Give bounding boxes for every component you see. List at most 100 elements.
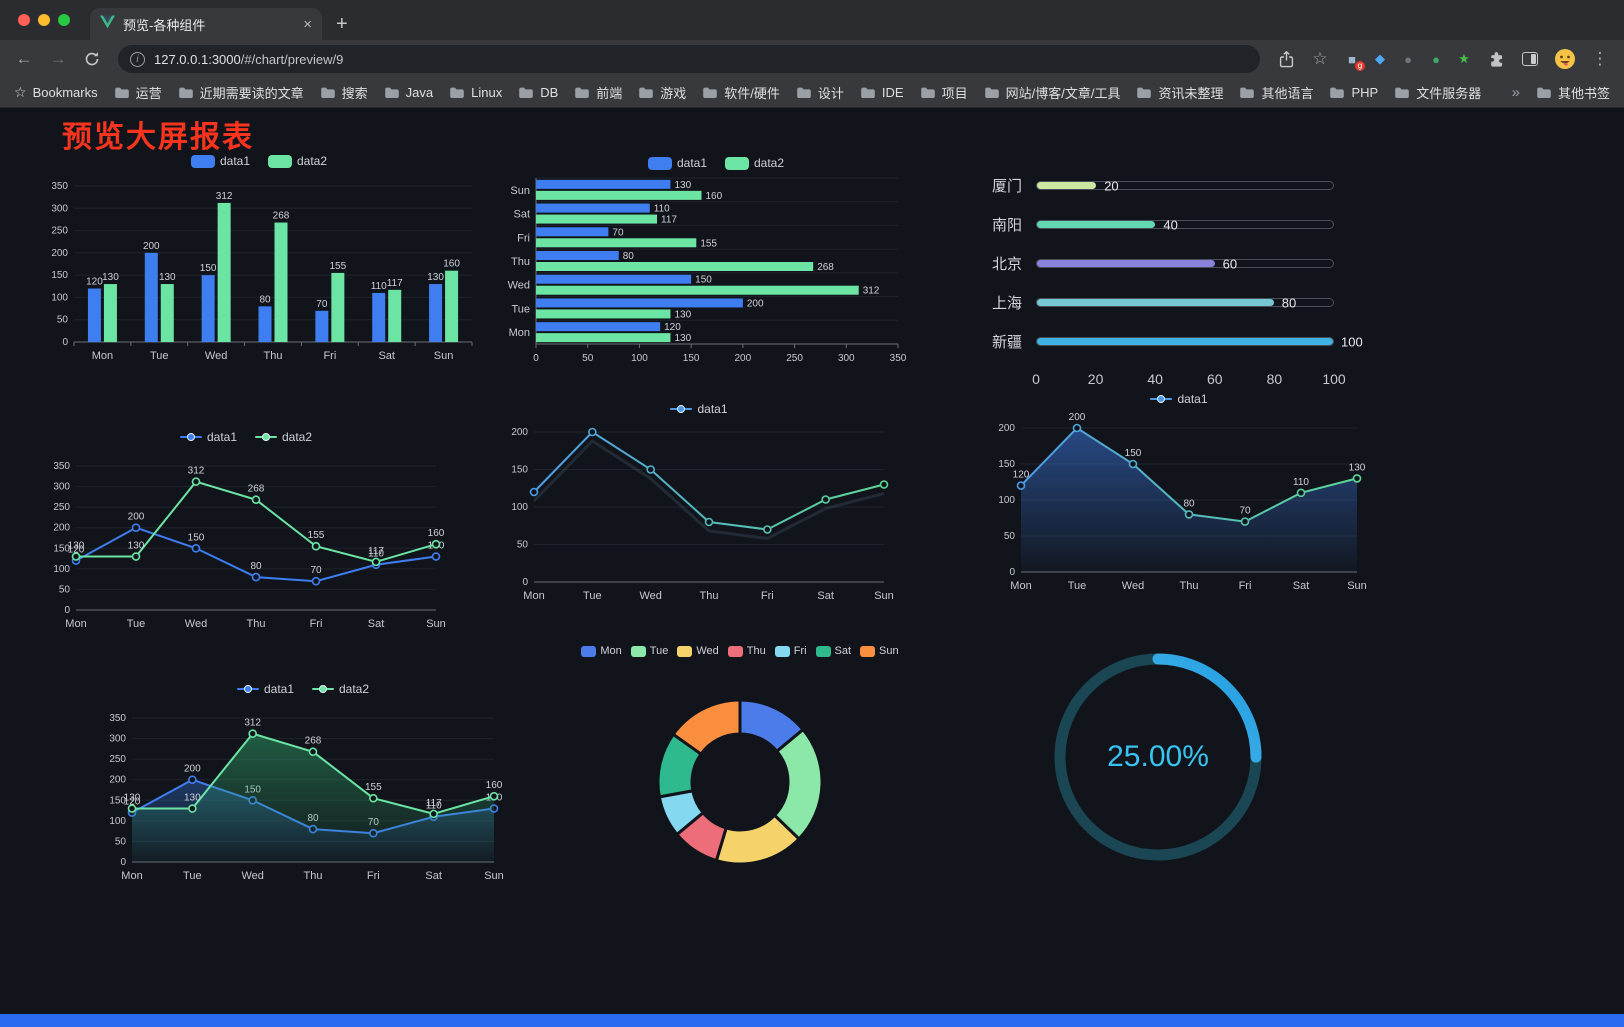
bookmark-folder-label: 搜索 bbox=[341, 86, 368, 101]
legend-item[interactable]: Thu bbox=[727, 645, 766, 657]
legend-item[interactable]: data2 bbox=[268, 154, 327, 168]
profile-avatar[interactable] bbox=[1554, 48, 1576, 70]
legend-item[interactable]: data1 bbox=[647, 156, 707, 170]
bookmark-folder-item[interactable]: 运营 bbox=[114, 83, 162, 102]
folder-icon bbox=[384, 87, 399, 98]
window-close-button[interactable] bbox=[18, 14, 30, 26]
share-icon[interactable] bbox=[1272, 45, 1300, 73]
browser-tab[interactable]: 预览-各种组件 × bbox=[90, 8, 322, 40]
legend-item[interactable]: data1 bbox=[236, 682, 294, 696]
legend-item[interactable]: data2 bbox=[255, 430, 312, 444]
svg-text:Wed: Wed bbox=[241, 870, 263, 882]
rank-value: 100 bbox=[1341, 334, 1363, 349]
bookmarks-home-item[interactable]: ☆ Bookmarks bbox=[14, 84, 98, 101]
bookmark-star-icon[interactable]: ☆ bbox=[1312, 49, 1328, 68]
other-bookmarks-item[interactable]: 其他书签 bbox=[1536, 83, 1610, 102]
legend-item[interactable]: Tue bbox=[630, 645, 668, 657]
rank-track: 80 bbox=[1036, 295, 1334, 310]
area-chart-panel: data1 0 50 100 150 200 Mon Tue Wed Thu Fri Sat Sun 12… bbox=[985, 388, 1373, 600]
bookmark-folder-item[interactable]: Linux bbox=[449, 85, 502, 100]
new-tab-button[interactable]: + bbox=[336, 13, 348, 35]
browser-toolbar: ← → i 127.0.0.1:3000/#/chart/preview/9 ☆… bbox=[0, 40, 1624, 78]
rank-track: 20 bbox=[1036, 178, 1334, 193]
svg-text:300: 300 bbox=[51, 203, 68, 214]
bookmark-folder-item[interactable]: 搜索 bbox=[320, 83, 368, 102]
window-zoom-button[interactable] bbox=[58, 14, 70, 26]
bookmark-folder-item[interactable]: 其他语言 bbox=[1239, 83, 1313, 102]
legend-item[interactable]: data1 bbox=[179, 430, 237, 444]
side-panel-icon[interactable] bbox=[1522, 52, 1538, 66]
legend-item[interactable]: Fri bbox=[774, 645, 807, 657]
tab-close-icon[interactable]: × bbox=[303, 15, 312, 33]
bookmark-folder-item[interactable]: 网站/博客/文章/工具 bbox=[984, 83, 1120, 102]
legend-item[interactable]: data1 bbox=[1150, 392, 1208, 406]
rank-value: 20 bbox=[1104, 178, 1119, 193]
legend-item[interactable]: data2 bbox=[725, 156, 784, 170]
reload-button[interactable] bbox=[78, 45, 106, 73]
svg-text:200: 200 bbox=[143, 241, 160, 252]
svg-text:Tue: Tue bbox=[150, 350, 169, 362]
legend-item[interactable]: Sat bbox=[815, 645, 851, 657]
bookmark-folder-item[interactable]: 软件/硬件 bbox=[702, 83, 780, 102]
rank-row: 南阳 40 bbox=[992, 205, 1334, 244]
single-line-chart-panel: data1 0 50 100 150 200 Mon Tue Wed Thu Fri Sat Sun bbox=[498, 398, 900, 610]
svg-text:150: 150 bbox=[998, 459, 1015, 470]
area-line-chart-panel: data1 data2 0 50 100 150 200 250 300 350 Mon Tue Wed… bbox=[96, 678, 510, 890]
extensions-puzzle-icon[interactable] bbox=[1482, 45, 1510, 73]
legend-item[interactable]: Sun bbox=[860, 645, 899, 657]
bookmark-folder-item[interactable]: IDE bbox=[860, 85, 904, 100]
site-info-icon[interactable]: i bbox=[130, 51, 145, 67]
legend-item[interactable]: Wed bbox=[677, 645, 719, 657]
bookmark-folder-item[interactable]: 文件服务器 bbox=[1394, 83, 1481, 102]
window-minimize-button[interactable] bbox=[38, 14, 50, 26]
tab-favicon bbox=[100, 14, 115, 34]
svg-text:312: 312 bbox=[216, 191, 233, 202]
legend-item[interactable]: data1 bbox=[190, 154, 250, 168]
bookmarks-overflow-chevron[interactable]: » bbox=[1511, 84, 1520, 101]
svg-text:70: 70 bbox=[310, 565, 322, 576]
svg-text:Thu: Thu bbox=[700, 590, 719, 602]
legend-swatch bbox=[670, 404, 693, 414]
green-circle-extension-icon[interactable]: ● bbox=[1424, 47, 1448, 71]
chart-legend: data1 bbox=[985, 388, 1373, 410]
grouped-bar-chart-panel: data1 data2 0 50 100 150 200 250 300 350 Mon Tue Wed… bbox=[38, 150, 480, 368]
globe-extension-icon[interactable]: ● bbox=[1396, 47, 1420, 71]
rank-fill-bar bbox=[1037, 260, 1215, 267]
svg-text:110: 110 bbox=[654, 204, 670, 215]
legend-item[interactable]: data2 bbox=[312, 682, 369, 696]
svg-text:268: 268 bbox=[305, 736, 322, 747]
star-extension-icon[interactable]: ★ bbox=[1452, 47, 1476, 71]
bookmark-folder-item[interactable]: 前端 bbox=[574, 83, 622, 102]
rank-axis: 0 20 40 60 80 100 bbox=[1032, 371, 1346, 387]
chart-canvas: 0 50 100 150 200 250 300 350 Mon Tue Wed Thu Fri Sat S… bbox=[51, 181, 473, 362]
url-text: 127.0.0.1:3000/#/chart/preview/9 bbox=[154, 52, 343, 67]
legend-swatch bbox=[630, 645, 646, 657]
bookmark-folder-item[interactable]: DB bbox=[518, 85, 558, 100]
bookmark-folder-item[interactable]: PHP bbox=[1329, 85, 1378, 100]
bookmark-folder-item[interactable]: 项目 bbox=[920, 83, 968, 102]
legend-item[interactable]: Mon bbox=[581, 645, 622, 657]
chart-legend: data1 data2 bbox=[40, 426, 452, 448]
address-bar[interactable]: i 127.0.0.1:3000/#/chart/preview/9 bbox=[118, 45, 1260, 73]
bookmark-folder-item[interactable]: Java bbox=[384, 85, 433, 100]
svg-text:50: 50 bbox=[1004, 531, 1016, 542]
folder-icon bbox=[1137, 87, 1152, 98]
bookmark-folder-item[interactable]: 资讯未整理 bbox=[1136, 83, 1223, 102]
bookmark-folder-item[interactable]: 近期需要读的文章 bbox=[178, 83, 304, 102]
svg-text:120: 120 bbox=[1013, 470, 1030, 481]
folder-icon bbox=[114, 87, 129, 98]
legend-swatch bbox=[190, 154, 215, 168]
legend-item[interactable]: data1 bbox=[670, 402, 728, 416]
svg-text:0: 0 bbox=[533, 353, 539, 364]
menu-kebab-icon[interactable]: ⋮ bbox=[1591, 49, 1609, 68]
grid-extension-icon[interactable]: ■ g bbox=[1340, 47, 1365, 71]
kite-extension-icon[interactable]: ◆ bbox=[1368, 47, 1392, 71]
bookmark-folder-item[interactable]: 游戏 bbox=[638, 83, 686, 102]
bookmark-folder-item[interactable]: 设计 bbox=[796, 83, 844, 102]
svg-text:Sun: Sun bbox=[510, 185, 530, 197]
svg-text:250: 250 bbox=[109, 754, 126, 765]
rank-track: 100 bbox=[1036, 334, 1363, 349]
forward-button[interactable]: → bbox=[49, 49, 67, 68]
svg-text:Wed: Wed bbox=[508, 280, 530, 292]
back-button[interactable]: ← bbox=[15, 49, 33, 68]
